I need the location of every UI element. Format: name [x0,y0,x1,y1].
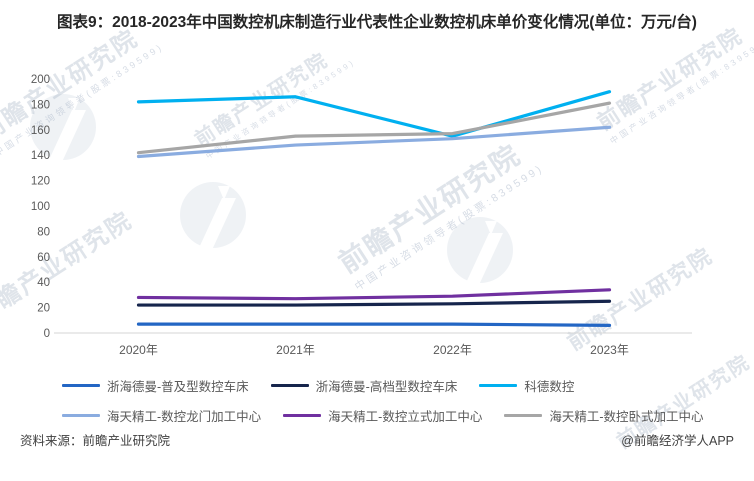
legend-item: 海天精工-数控立式加工中心 [283,406,482,425]
legend-label: 浙海德曼-普及型数控车床 [107,380,249,394]
legend-label: 海天精工-数控立式加工中心 [328,410,483,424]
legend-item: 海天精工-数控卧式加工中心 [504,406,704,425]
legend-label: 海天精工-数控卧式加工中心 [549,410,704,424]
y-tick-label: 120 [31,176,50,188]
legend-line-marker [270,384,309,387]
y-tick-label: 160 [31,125,50,137]
y-tick-label: 100 [31,201,50,213]
legend-line-marker [283,414,322,417]
series-line [136,288,612,301]
y-tick-label: 200 [31,74,50,86]
source-text: 资料来源：前瞻产业研究院 [20,434,171,448]
legend-label: 浙海德曼-高档型数控车床 [315,380,458,394]
x-tick-label: 2021年 [276,343,315,357]
x-tick-label: 2022年 [433,343,472,357]
y-tick-label: 60 [37,252,50,264]
y-tick-label: 40 [37,277,50,289]
legend-line-marker [62,414,100,417]
y-tick-label: 80 [37,226,50,238]
x-tick-label: 2020年 [119,343,158,357]
series-line [136,322,612,327]
y-tick-label: 180 [31,99,50,111]
legend-item: 浙海德曼-高档型数控车床 [270,376,458,395]
series-line [136,125,612,159]
legend-label: 海天精工-数控龙门加工中心 [107,410,262,424]
legend-item: 科德数控 [479,376,574,395]
series-line [136,90,612,138]
y-tick-label: 20 [37,303,50,315]
legend-line-marker [62,384,100,387]
legend: 浙海德曼-普及型数控车床 浙海德曼-高档型数控车床 科德数控海天精工-数控龙门加工中… [62,376,734,436]
y-tick-label: 0 [44,328,50,340]
plot-area: 0 20 40 60 80 100 120 140 160 180 200 2020年 2021年 202… [31,74,692,357]
credit-text: @前瞻经济学人APP [621,434,734,448]
legend-line-marker [504,414,543,417]
legend-label: 科德数控 [524,380,575,394]
chart-title: 图表9：2018-2023年中国数控机床制造行业代表性企业数控机床单价变化情况(… [57,14,697,31]
legend-item: 浙海德曼-普及型数控车床 [62,376,249,395]
legend-row: 海天精工-数控龙门加工中心 海天精工-数控立式加工中心 海天精工-数控卧式加工中心 [62,406,734,425]
legend-item: 海天精工-数控龙门加工中心 [62,406,261,425]
x-tick-label: 2023年 [590,343,629,357]
footer: 资料来源：前瞻产业研究院 @前瞻经济学人APP [20,430,734,449]
legend-line-marker [479,384,518,387]
series-line [136,299,612,307]
series-line [136,101,612,155]
y-tick-label: 140 [31,150,50,162]
legend-row: 浙海德曼-普及型数控车床 浙海德曼-高档型数控车床 科德数控 [62,376,734,395]
